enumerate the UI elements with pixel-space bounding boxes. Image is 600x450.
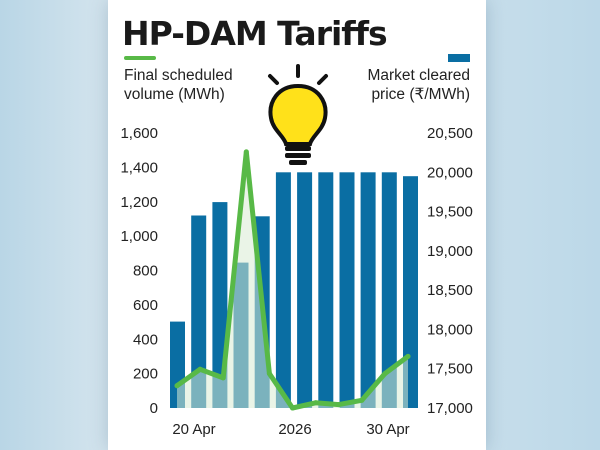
price-bar [191,215,207,408]
x-axis: 20 Apr 2026 30 Apr [172,421,409,438]
price-bar [318,172,334,408]
left-tick-label: 1,400 [120,159,158,176]
x-tick-label: 20 Apr [172,421,215,438]
price-bar [297,172,313,408]
left-tick-label: 200 [133,366,158,383]
right-tick-label: 20,000 [427,164,473,181]
left-tick-label: 0 [150,400,158,417]
legend-volume: Final scheduled volume (MWh) [124,56,233,104]
right-tick-label: 19,500 [427,204,473,221]
left-tick-label: 600 [133,297,158,314]
right-tick-label: 20,500 [427,125,473,142]
volume-point [359,397,365,403]
volume-point [313,400,319,406]
legend-bar-swatch [448,54,470,62]
right-tick-label: 17,500 [427,361,473,378]
volume-point [405,353,411,359]
legend-volume-label-line2: volume (MWh) [124,86,225,103]
chart-title: HP-DAM Tariffs [122,14,388,53]
price-bar [403,176,418,408]
price-bar [275,172,291,408]
left-axis: 0 200 400 600 800 1,000 1,200 1,400 1,600 [120,125,158,417]
volume-point [174,383,180,389]
left-tick-label: 1,000 [120,228,158,245]
volume-point [266,371,272,377]
legend-price-label-line1: Market cleared [367,67,470,84]
right-tick-label: 17,000 [427,400,473,417]
price-bar [381,172,397,408]
volume-point [197,366,203,372]
right-tick-label: 19,000 [427,243,473,260]
legend-price: Market cleared price (₹/MWh) [367,54,470,104]
volume-line [174,149,411,411]
volume-point [220,375,226,381]
price-bar [339,172,355,408]
left-tick-label: 800 [133,263,158,280]
right-axis: 17,000 17,500 18,000 18,500 19,000 19,500 20,0… [427,125,473,417]
x-tick-label: 2026 [278,421,311,438]
lightbulb-icon [268,64,328,165]
price-bar [360,172,376,408]
legend-volume-label-line1: Final scheduled [124,67,233,84]
left-tick-label: 1,200 [120,194,158,211]
volume-area-fill [177,151,408,408]
volume-point [243,149,249,155]
price-bars [170,172,418,408]
volume-fill [177,151,408,408]
x-tick-label: 30 Apr [366,421,409,438]
legend-price-label-line2: price (₹/MWh) [371,86,470,103]
legend-line-swatch [124,56,156,60]
volume-point [336,402,342,408]
right-tick-label: 18,500 [427,282,473,299]
left-tick-label: 1,600 [120,125,158,142]
volume-point [290,405,295,411]
volume-point [382,371,388,377]
right-tick-label: 18,000 [427,321,473,338]
left-tick-label: 400 [133,331,158,348]
